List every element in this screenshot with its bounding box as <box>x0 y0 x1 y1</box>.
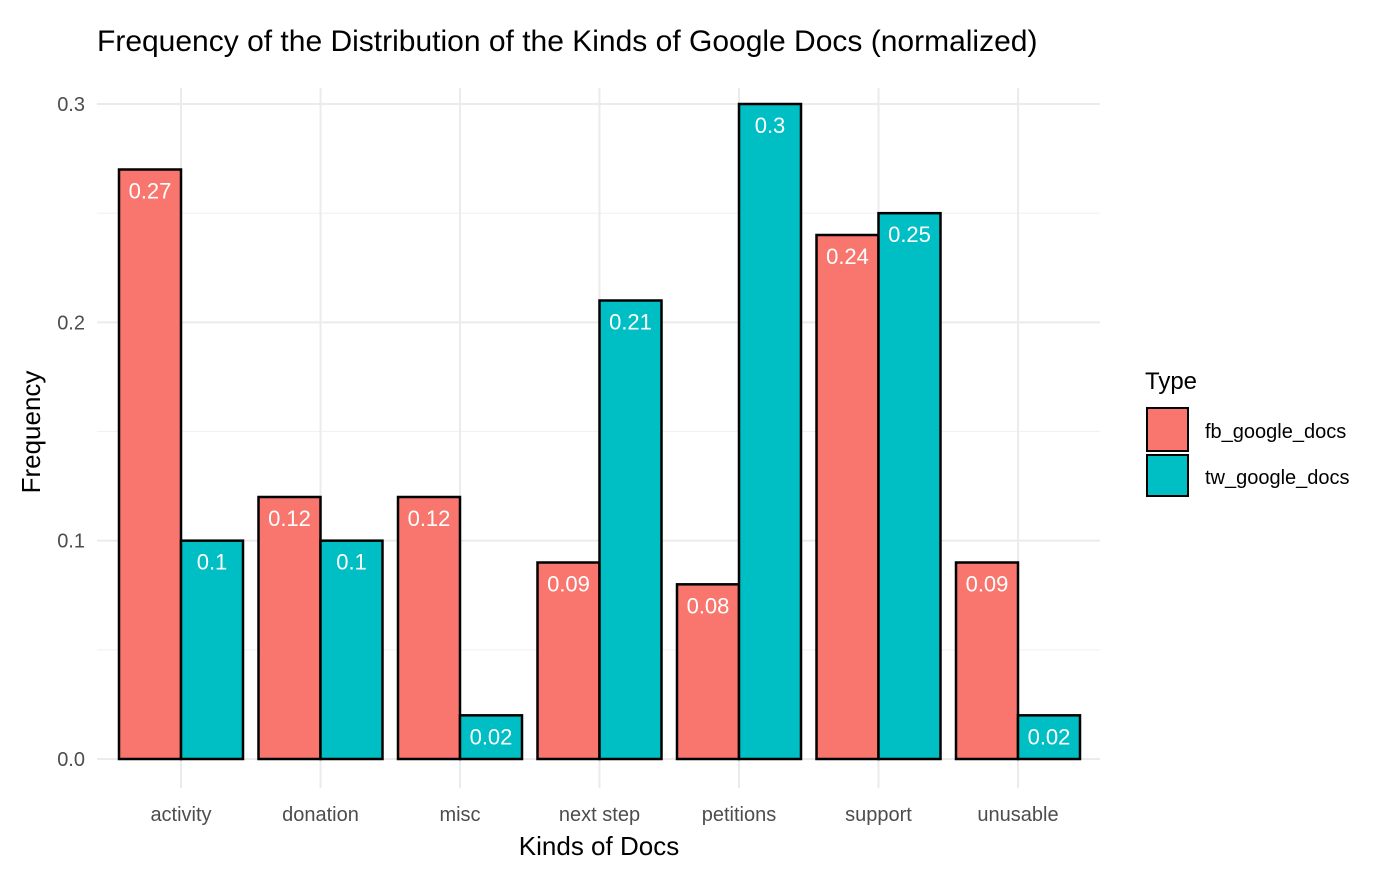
bar-tw_google_docs <box>598 299 663 761</box>
bar-value-label: 0.25 <box>888 222 931 247</box>
bar-value-label: 0.12 <box>408 506 451 531</box>
bar-fb_google_docs <box>117 168 183 761</box>
bars <box>117 102 1082 761</box>
y-axis-ticks: 0.0 0.1 0.2 0.3 <box>57 94 85 771</box>
x-tick-label: activity <box>150 804 211 826</box>
bar-value-label: 0.09 <box>966 572 1009 597</box>
x-axis-title: Kinds of Docs <box>519 831 679 861</box>
bar-tw_google_docs <box>319 539 384 761</box>
legend: Type fb_google_docs tw_google_docs <box>1145 368 1350 497</box>
y-tick-label: 0.3 <box>57 94 85 116</box>
bar-value-label: 0.1 <box>336 550 367 575</box>
bar-value-label: 0.09 <box>547 572 590 597</box>
legend-label-tw: tw_google_docs <box>1205 467 1350 489</box>
bar-fb_google_docs <box>815 233 880 761</box>
legend-swatch-tw <box>1146 454 1189 497</box>
y-tick-label: 0.0 <box>57 749 85 771</box>
x-axis-ticks: activity donation misc next step petitions su… <box>150 804 1058 826</box>
bar-tw_google_docs <box>737 102 803 761</box>
bar-fb_google_docs <box>954 561 1020 761</box>
data-labels: 0.27 0.12 0.12 0.09 0.08 0.24 0.09 0.1 0.1 0.02 0.… <box>129 113 1071 749</box>
legend-swatch-fb <box>1146 407 1189 452</box>
x-tick-label: petitions <box>702 804 777 826</box>
legend-label-fb: fb_google_docs <box>1205 421 1346 443</box>
bar-tw_google_docs <box>179 539 245 761</box>
bar-tw_google_docs <box>877 211 942 761</box>
legend-title: Type <box>1145 368 1197 395</box>
x-tick-label: next step <box>559 804 640 826</box>
bar-tw_google_docs <box>1016 714 1082 761</box>
bar-value-label: 0.12 <box>268 506 311 531</box>
y-axis-title: Frequency <box>16 371 46 494</box>
bar-value-label: 0.24 <box>826 244 869 269</box>
y-tick-label: 0.1 <box>57 531 85 553</box>
bar-value-label: 0.02 <box>1028 724 1071 749</box>
bar-fb_google_docs <box>396 495 462 761</box>
x-tick-label: donation <box>282 804 359 826</box>
bar-value-label: 0.02 <box>470 724 513 749</box>
bar-fb_google_docs <box>257 495 322 761</box>
bar-tw_google_docs <box>458 714 524 761</box>
x-tick-label: misc <box>439 804 480 826</box>
bar-value-label: 0.3 <box>755 113 786 138</box>
x-tick-label: unusable <box>977 804 1058 826</box>
x-tick-label: support <box>845 804 912 826</box>
bar-value-label: 0.21 <box>609 310 652 335</box>
chart-title: Frequency of the Distribution of the Kin… <box>97 25 1037 58</box>
bar-value-label: 0.1 <box>197 550 228 575</box>
y-tick-label: 0.2 <box>57 312 85 334</box>
bar-value-label: 0.27 <box>129 179 172 204</box>
bar-value-label: 0.08 <box>687 593 730 618</box>
